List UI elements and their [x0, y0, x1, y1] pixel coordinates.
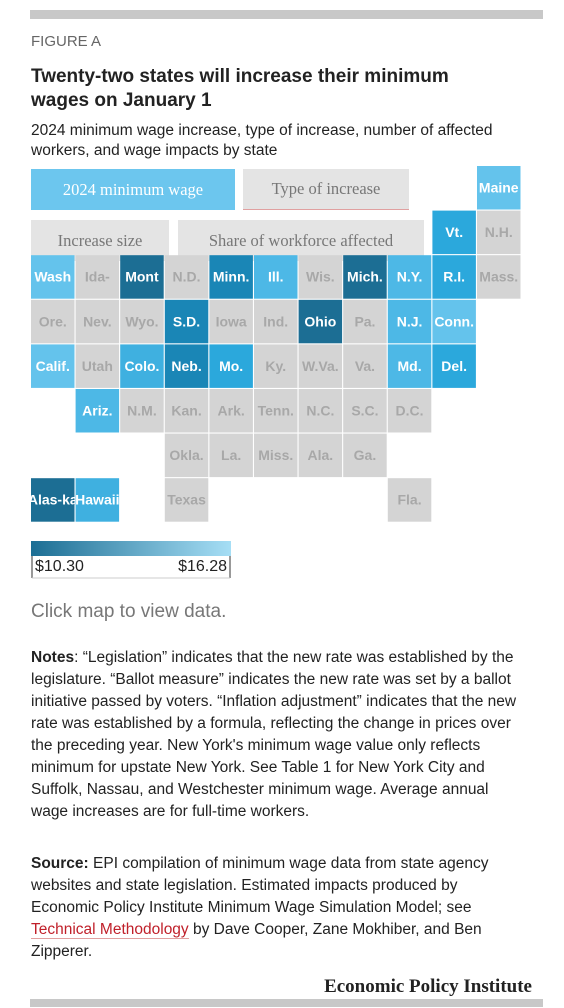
state-tile[interactable]: [432, 299, 476, 344]
state-tile[interactable]: [298, 299, 343, 344]
state-tile[interactable]: [298, 389, 343, 433]
state-tile[interactable]: [298, 255, 343, 299]
notes: Notes: “Legislation” indicates that the …: [31, 647, 521, 823]
tab[interactable]: 2024 minimum wage: [31, 169, 235, 210]
state-tile[interactable]: [75, 255, 120, 299]
figure-label: FIGURE A: [31, 33, 102, 50]
source: Source: EPI compilation of minimum wage …: [31, 853, 521, 963]
state-tile[interactable]: [164, 344, 209, 388]
state-tile[interactable]: [120, 255, 164, 299]
state-tile[interactable]: [432, 255, 476, 299]
state-tile[interactable]: [343, 389, 387, 433]
state-tile[interactable]: [75, 389, 120, 433]
state-tile[interactable]: [209, 344, 253, 388]
state-tile[interactable]: [164, 255, 209, 299]
state-tile[interactable]: [254, 299, 298, 344]
state-tile[interactable]: [387, 299, 432, 344]
state-tile[interactable]: [120, 389, 164, 433]
state-tile[interactable]: [75, 299, 120, 344]
state-tile[interactable]: [254, 389, 298, 433]
state-tile[interactable]: [432, 344, 476, 388]
state-tile[interactable]: [343, 255, 387, 299]
hint: Click map to view data.: [31, 601, 227, 622]
source-link[interactable]: Technical Methodology: [31, 921, 189, 939]
state-tile[interactable]: [477, 255, 521, 299]
state-tile[interactable]: [387, 344, 432, 388]
state-tile[interactable]: [432, 210, 476, 255]
state-tile[interactable]: [254, 344, 298, 388]
state-tile[interactable]: [120, 299, 164, 344]
state-tile[interactable]: [298, 433, 343, 478]
state-tile[interactable]: [31, 478, 75, 522]
tab[interactable]: Increase size: [31, 220, 169, 261]
legend-gradient: [31, 541, 231, 556]
state-tile[interactable]: [254, 433, 298, 478]
state-tile[interactable]: [164, 299, 209, 344]
state-tile[interactable]: [75, 478, 120, 522]
state-tile[interactable]: [254, 255, 298, 299]
state-tile[interactable]: [164, 389, 209, 433]
state-tile[interactable]: [31, 255, 75, 299]
state-tile[interactable]: [477, 166, 521, 210]
state-tile[interactable]: [164, 433, 209, 478]
state-tile[interactable]: [298, 344, 343, 388]
source-text: by Dave Cooper, Zane Mokhiber, and Ben Z…: [31, 921, 482, 960]
brand: Economic Policy Institute: [324, 976, 532, 997]
top-rule: [30, 10, 543, 19]
state-tile[interactable]: [209, 255, 253, 299]
state-tile[interactable]: [31, 344, 75, 388]
state-tile[interactable]: [75, 344, 120, 388]
state-tile[interactable]: [209, 433, 253, 478]
source-label: Source:: [31, 855, 89, 872]
notes-text: : “Legislation” indicates that the new r…: [31, 649, 517, 820]
state-tile[interactable]: [477, 210, 521, 255]
state-tile[interactable]: [343, 344, 387, 388]
subtitle: 2024 minimum wage increase, type of incr…: [31, 122, 493, 159]
tab[interactable]: Share of workforce affected: [178, 220, 424, 261]
state-tile[interactable]: [387, 255, 432, 299]
title: Twenty-two states will increase their mi…: [31, 66, 449, 111]
notes-label: Notes: [31, 649, 75, 666]
state-tile[interactable]: [387, 389, 432, 433]
bottom-rule: [30, 999, 543, 1007]
state-tile[interactable]: [209, 389, 253, 433]
state-tile[interactable]: [343, 299, 387, 344]
state-tile[interactable]: [164, 478, 209, 522]
state-tile[interactable]: [120, 344, 164, 388]
state-tile[interactable]: [343, 433, 387, 478]
legend-min-label: $10.30: [35, 558, 84, 575]
source-text: EPI compilation of minimum wage data fro…: [31, 855, 489, 916]
state-tile[interactable]: [209, 299, 253, 344]
state-tile[interactable]: [31, 299, 75, 344]
state-tile[interactable]: [387, 478, 432, 522]
legend-max-label: $16.28: [178, 558, 227, 575]
tab[interactable]: Type of increase: [243, 169, 409, 210]
